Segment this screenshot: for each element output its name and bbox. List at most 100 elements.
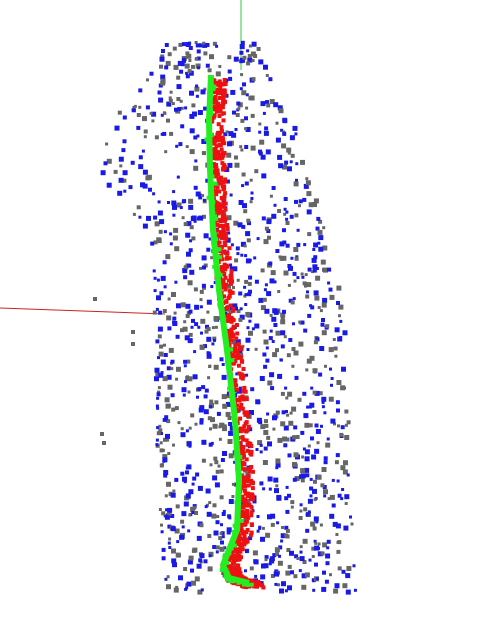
map-point <box>210 441 214 445</box>
pose-estimate <box>223 275 228 280</box>
pose-estimate <box>244 420 249 425</box>
map-point <box>145 175 151 181</box>
pose-estimate <box>227 343 232 348</box>
pose-estimate <box>229 269 234 274</box>
map-point <box>176 97 181 101</box>
pose-estimate <box>239 574 244 579</box>
map-point <box>293 279 297 283</box>
map-point <box>167 452 171 455</box>
map-point <box>262 460 268 465</box>
map-point <box>248 330 253 336</box>
map-point <box>151 119 155 123</box>
map-point <box>295 162 299 166</box>
map-point <box>188 70 194 76</box>
map-point <box>142 183 148 189</box>
map-point <box>203 394 208 399</box>
pose-estimate <box>236 342 241 346</box>
ground-truth-point <box>214 237 218 242</box>
pose-estimate <box>250 579 255 583</box>
ground-truth-point <box>213 214 217 219</box>
map-point <box>208 237 212 241</box>
map-point <box>321 396 327 402</box>
map-point <box>349 515 352 519</box>
map-point <box>250 387 255 392</box>
map-point <box>195 191 201 197</box>
map-point <box>280 533 286 539</box>
map-point <box>326 437 330 441</box>
map-point <box>132 212 136 216</box>
map-point <box>301 584 307 590</box>
map-point <box>337 493 342 498</box>
map-point <box>264 558 268 562</box>
map-point <box>207 534 212 538</box>
map-point <box>191 236 196 241</box>
map-point <box>205 488 211 494</box>
map-point <box>292 462 297 467</box>
pose-estimate <box>223 201 228 206</box>
map-point <box>249 178 253 182</box>
map-point <box>283 443 288 448</box>
map-point <box>294 213 299 218</box>
pose-estimate <box>250 480 254 485</box>
map-point <box>206 310 210 314</box>
map-point <box>215 71 221 77</box>
pose-estimate <box>221 111 226 116</box>
map-point <box>200 331 203 335</box>
map-point <box>278 554 281 558</box>
pose-estimate <box>243 389 248 394</box>
pose-estimate <box>240 547 245 552</box>
map-point <box>136 125 141 130</box>
pose-estimate <box>249 510 254 515</box>
map-point <box>187 559 193 565</box>
map-point <box>318 391 323 396</box>
ground-truth-point <box>211 219 216 224</box>
pose-estimate <box>221 187 226 192</box>
map-point <box>219 422 225 428</box>
map-point <box>229 263 233 267</box>
map-point <box>229 425 235 431</box>
map-point <box>121 148 126 153</box>
map-point <box>131 108 136 113</box>
map-point <box>176 540 180 544</box>
map-point <box>158 229 163 234</box>
map-point <box>228 430 234 436</box>
pose-estimate <box>230 352 235 357</box>
map-point <box>246 498 251 503</box>
map-point <box>345 589 351 595</box>
map-point <box>269 558 275 564</box>
pose-estimate <box>241 437 246 442</box>
map-point <box>178 142 183 147</box>
pose-estimate <box>216 122 221 127</box>
map-point <box>194 41 198 44</box>
map-point <box>321 405 325 409</box>
ground-truth-point <box>238 455 243 459</box>
map-point <box>280 539 284 543</box>
map-point <box>222 424 227 429</box>
map-point <box>321 330 327 336</box>
map-point <box>298 199 303 204</box>
map-point <box>342 469 348 475</box>
map-point <box>195 43 200 48</box>
map-point <box>159 219 165 225</box>
pose-estimate <box>231 361 236 366</box>
map-point <box>346 473 350 477</box>
map-point <box>259 581 264 586</box>
ground-truth-point <box>236 580 241 585</box>
ground-truth-point <box>229 546 234 551</box>
map-point <box>197 110 203 115</box>
map-point <box>335 453 340 458</box>
map-point <box>322 245 328 251</box>
map-point <box>219 531 223 535</box>
pose-estimate <box>222 193 227 198</box>
map-point <box>202 151 206 156</box>
pose-estimate <box>249 452 254 457</box>
ground-truth-point <box>234 500 239 504</box>
map-point <box>234 162 240 168</box>
map-point <box>275 552 280 557</box>
pose-estimate <box>241 505 246 510</box>
map-point <box>259 443 263 447</box>
map-point <box>206 327 211 331</box>
ground-truth-point <box>211 200 216 205</box>
map-point <box>219 469 224 474</box>
map-point <box>186 581 192 587</box>
